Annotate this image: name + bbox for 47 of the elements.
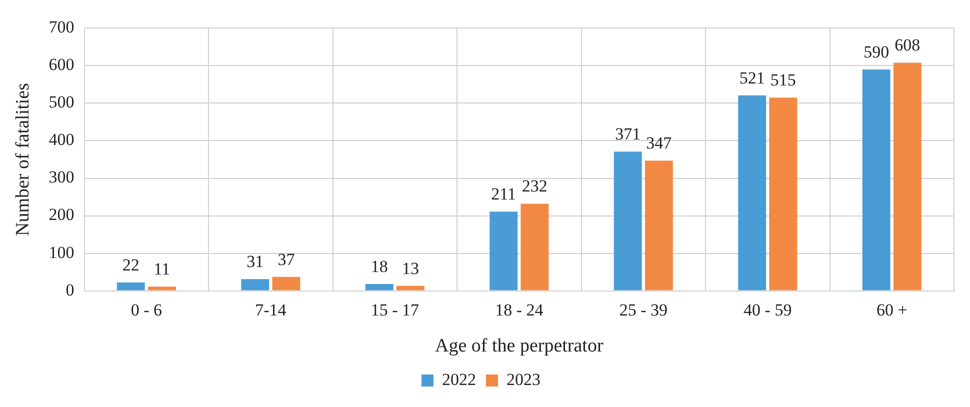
bar: [893, 62, 922, 290]
y-tick-label: 0: [66, 280, 74, 300]
y-tick-label: 400: [48, 130, 74, 150]
y-tick-label: 200: [48, 205, 74, 224]
bar: [272, 276, 300, 290]
y-tick-label: 500: [48, 92, 74, 112]
bar: [644, 160, 673, 290]
bar: [365, 284, 394, 290]
x-tick-label: 0 - 6: [130, 300, 162, 320]
data-label: 521: [739, 68, 765, 88]
bar: [520, 204, 549, 290]
legend-label: 2023: [506, 370, 540, 389]
bar: [490, 212, 518, 290]
x-tick-label: 15 - 17: [370, 300, 420, 320]
y-tick-label: 100: [48, 242, 74, 262]
data-label: 608: [894, 36, 920, 55]
data-label: 211: [491, 184, 516, 204]
x-tick-label: 25 - 39: [619, 300, 668, 320]
bar: [148, 286, 176, 290]
bar: [241, 279, 270, 290]
data-label: 232: [522, 176, 548, 196]
y-tick-label: 300: [48, 168, 74, 187]
data-label: 13: [402, 258, 419, 278]
x-tick-label: 7-14: [255, 300, 287, 320]
data-label: 515: [770, 70, 796, 90]
bar: [396, 286, 424, 290]
data-label: 31: [246, 252, 264, 272]
data-label: 37: [278, 250, 296, 269]
bar: [116, 282, 145, 290]
bar: [738, 95, 766, 290]
x-axis-title: Age of the perpetrator: [435, 336, 604, 357]
x-tick-label: 60 +: [876, 300, 908, 320]
x-tick-label: 18 - 24: [495, 300, 544, 320]
bar: [614, 152, 642, 290]
y-tick-label: 700: [48, 18, 74, 37]
bar: [862, 69, 890, 290]
x-tick-label: 40 - 59: [744, 300, 792, 320]
y-axis-title: Number of fatalities: [12, 82, 34, 236]
data-label: 22: [122, 256, 140, 275]
data-label: 371: [615, 124, 641, 144]
data-label: 347: [646, 134, 672, 153]
data-label: 11: [154, 260, 170, 279]
y-tick-label: 600: [48, 55, 74, 74]
legend-label: 2022: [442, 370, 476, 389]
data-label: 590: [864, 42, 890, 62]
bar: [769, 98, 798, 290]
data-label: 18: [370, 257, 388, 276]
